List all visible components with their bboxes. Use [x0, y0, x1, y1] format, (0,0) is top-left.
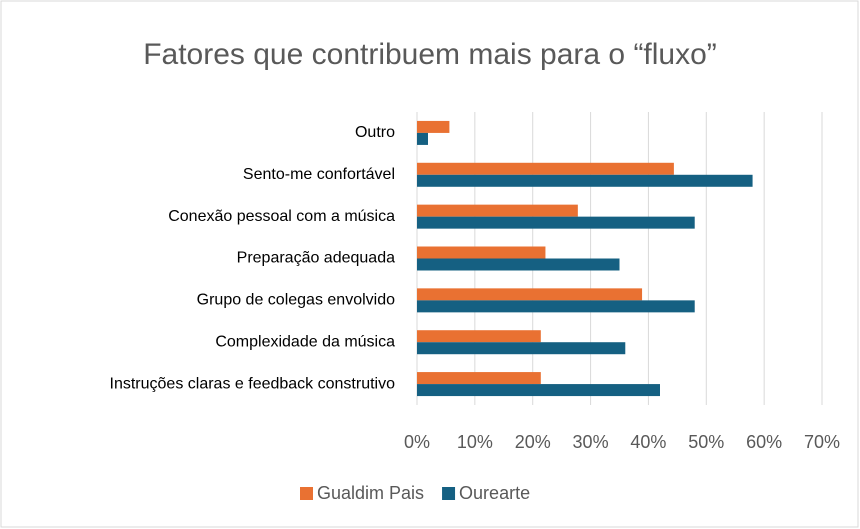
bar: [417, 174, 753, 187]
bar: [417, 120, 450, 133]
y-tick-label: Complexidade da música: [215, 333, 395, 350]
bar: [417, 216, 695, 229]
y-tick-label: Outro: [355, 124, 395, 141]
legend-label: Ourearte: [459, 483, 530, 503]
bar: [417, 258, 620, 271]
chart-title: Fatores que contribuem mais para o “flux…: [143, 38, 717, 71]
x-tick-label: 40%: [630, 432, 666, 452]
x-tick-label: 70%: [804, 432, 840, 452]
y-tick-label: Preparação adequada: [237, 250, 395, 267]
bar: [417, 162, 674, 175]
x-tick-label: 50%: [688, 432, 724, 452]
bar: [417, 204, 578, 217]
x-tick-label: 0%: [404, 432, 430, 452]
bar: [417, 132, 428, 145]
x-tick-label: 20%: [515, 432, 551, 452]
bar: [417, 300, 695, 313]
bar: [417, 246, 546, 259]
legend-swatch: [442, 487, 456, 500]
y-tick-label: Grupo de colegas envolvido: [197, 292, 395, 309]
y-tick-label: Instruções claras e feedback construtivo: [110, 375, 396, 392]
y-tick-label: Sento-me confortável: [243, 166, 395, 183]
x-tick-label: 60%: [746, 432, 782, 452]
bar: [417, 372, 541, 385]
bar: [417, 330, 541, 343]
legend-label: Gualdim Pais: [317, 483, 424, 503]
bar: [417, 342, 626, 355]
x-tick-label: 10%: [457, 432, 493, 452]
legend-swatch: [300, 487, 313, 500]
bar: [417, 384, 660, 397]
y-tick-label: Conexão pessoal com a música: [168, 208, 395, 225]
x-tick-label: 30%: [573, 432, 609, 452]
bar: [417, 288, 643, 301]
